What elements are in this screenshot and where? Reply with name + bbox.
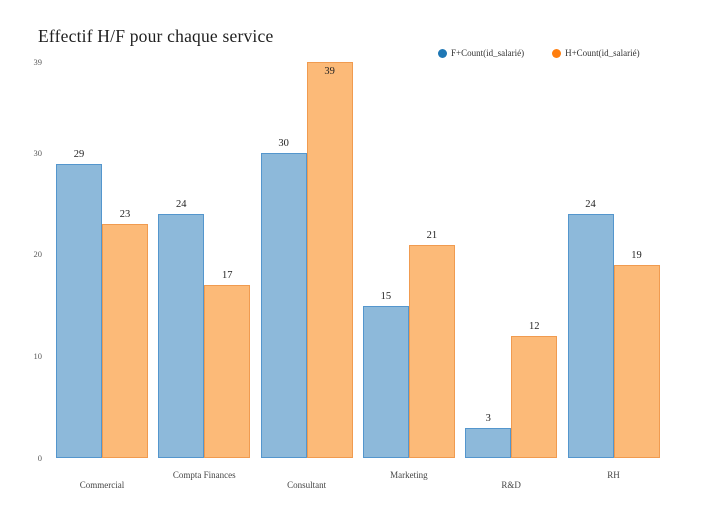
x-axis-label-commercial: Commercial <box>79 480 125 490</box>
bar-f-rh <box>567 214 614 458</box>
bar-h-commercial <box>102 224 148 458</box>
y-tick-label-10: 10 <box>33 350 43 361</box>
value-label-f-consultant: 30 <box>278 138 289 150</box>
value-label-h-r-d: 12 <box>528 321 540 333</box>
legend-item-f: F+Count(id_salarié) <box>438 48 524 58</box>
bar-f-commercial <box>56 163 102 458</box>
x-axis-label-compta-finances: Compta Finances <box>172 470 236 480</box>
y-tick-label-20: 20 <box>33 249 43 260</box>
value-label-h-rh: 19 <box>631 250 642 262</box>
bar-h-marketing <box>408 244 455 458</box>
value-label-f-marketing: 15 <box>380 290 392 302</box>
value-label-h-consultant: 39 <box>324 66 335 77</box>
value-label-h-compta-finances: 17 <box>222 270 233 282</box>
y-tick-label-39: 39 <box>33 56 43 67</box>
bar-f-compta-finances <box>158 214 205 458</box>
x-axis-label-marketing: Marketing <box>390 470 428 480</box>
value-label-f-r-d: 3 <box>485 412 491 424</box>
legend-label-f: F+Count(id_salarié) <box>451 48 525 58</box>
x-axis-label-consultant: Consultant <box>287 480 327 490</box>
legend-swatch-h-icon <box>552 48 562 58</box>
x-axis-label-rh: RH <box>607 470 620 480</box>
bar-f-consultant <box>260 153 307 458</box>
legend: F+Count(id_salarié) H+Count(id_salarié) <box>438 48 640 58</box>
bar-h-compta-finances <box>204 285 251 458</box>
value-label-f-rh: 24 <box>585 199 596 211</box>
bar-f-marketing <box>362 305 409 458</box>
y-tick-label-30: 30 <box>33 147 43 158</box>
x-axis-label-r-d: R&D <box>501 480 521 490</box>
legend-item-h: H+Count(id_salarié) <box>552 48 640 58</box>
value-label-f-commercial: 29 <box>73 148 85 160</box>
chart-title: Effectif H/F pour chaque service <box>38 26 274 46</box>
value-label-h-commercial: 23 <box>119 209 131 221</box>
bar-h-consultant <box>306 62 353 458</box>
bar-f-r-d <box>465 427 512 458</box>
bar-h-rh <box>613 265 660 458</box>
value-label-f-compta-finances: 24 <box>176 199 187 211</box>
legend-label-h: H+Count(id_salarié) <box>565 48 640 58</box>
bar-h-r-d <box>511 336 558 458</box>
legend-swatch-f-icon <box>438 48 447 58</box>
value-label-h-marketing: 21 <box>426 229 438 241</box>
y-tick-label-0: 0 <box>37 452 42 463</box>
